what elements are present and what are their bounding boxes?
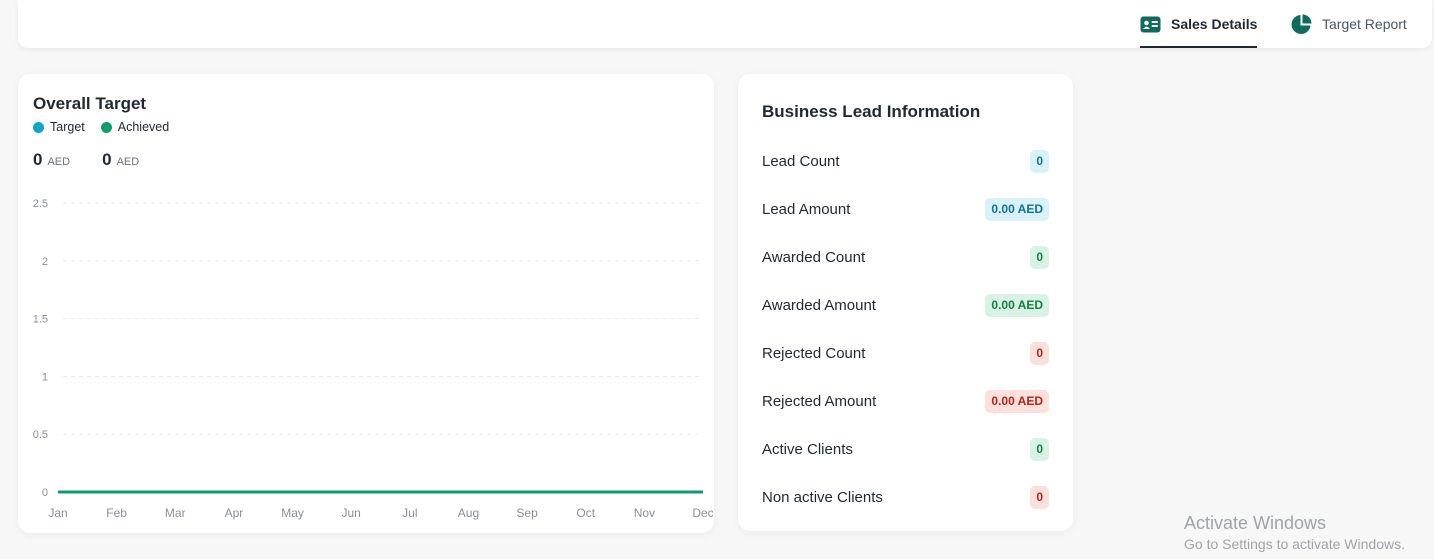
id-card-icon [1140, 14, 1161, 35]
x-tick-label: Sep [516, 506, 538, 520]
x-tick-label: Jan [48, 506, 67, 520]
tab-target-report[interactable]: Target Report [1291, 0, 1407, 48]
lead-row-label: Non active Clients [762, 488, 883, 506]
lead-row-rejected-count: Rejected Count 0 [762, 340, 1049, 366]
non-active-clients-badge: 0 [1030, 485, 1049, 509]
chart-title: Overall Target [33, 94, 147, 113]
lead-row-label: Rejected Amount [762, 392, 877, 410]
lead-row-label: Lead Amount [762, 200, 851, 218]
overall-target-line-chart: 0 0.5 1 1.5 2 2.5 Jan Feb Mar Apr May Jun Jul Aug Sep O… [33, 198, 714, 520]
watermark-line-2: Go to Settings to activate Windows. [1184, 536, 1405, 552]
tab-label: Target Report [1322, 16, 1407, 32]
x-tick-label: Mar [165, 506, 186, 520]
awarded-count-badge: 0 [1030, 245, 1049, 269]
lead-card-title: Business Lead Information [762, 102, 981, 121]
lead-row-lead-amount: Lead Amount 0.00 AED [762, 196, 1049, 222]
lead-count-badge: 0 [1030, 149, 1049, 173]
active-tab-indicator [1140, 46, 1258, 48]
x-tick-label: Feb [106, 506, 127, 520]
achieved-total-currency: AED [116, 156, 140, 168]
x-tick-label: Dec [692, 506, 713, 520]
lead-amount-badge: 0.00 AED [985, 197, 1049, 221]
legend-item-target[interactable]: Target [33, 120, 85, 134]
lead-row-non-active-clients: Non active Clients 0 [762, 484, 1049, 510]
y-tick-label: 1.5 [33, 314, 48, 326]
y-tick-label: 2.5 [33, 198, 48, 210]
y-tick-label: 1 [42, 371, 48, 383]
tab-label: Sales Details [1171, 16, 1258, 32]
lead-row-label: Awarded Amount [762, 296, 876, 314]
x-tick-label: Apr [225, 506, 244, 520]
x-tick-label: Oct [576, 506, 595, 520]
awarded-amount-badge: 0.00 AED [985, 293, 1049, 317]
active-clients-badge: 0 [1030, 437, 1049, 461]
lead-row-label: Active Clients [762, 440, 853, 458]
lead-row-rejected-amount: Rejected Amount 0.00 AED [762, 388, 1049, 414]
rejected-count-badge: 0 [1030, 341, 1049, 365]
legend-label: Achieved [117, 120, 170, 134]
business-lead-card: Business Lead Information Lead Count 0 L… [738, 74, 1073, 531]
x-tick-label: Jul [402, 506, 417, 520]
lead-row-awarded-count: Awarded Count 0 [762, 244, 1049, 270]
chart-totals: 0 AED 0 AED [33, 150, 171, 170]
lead-row-label: Lead Count [762, 152, 840, 170]
lead-row-label: Rejected Count [762, 344, 866, 362]
tab-sales-details[interactable]: Sales Details [1140, 0, 1258, 48]
pie-chart-icon [1291, 14, 1312, 35]
legend-dot-achieved [100, 121, 112, 133]
lead-row-awarded-amount: Awarded Amount 0.00 AED [762, 292, 1049, 318]
y-tick-label: 0.5 [33, 429, 48, 441]
lead-row-lead-count: Lead Count 0 [762, 148, 1049, 174]
legend-dot-target [33, 121, 44, 133]
target-total-value: 0 [33, 150, 43, 169]
y-tick-label: 0 [42, 487, 48, 499]
x-tick-label: Aug [458, 506, 479, 520]
rejected-amount-badge: 0.00 AED [985, 389, 1049, 413]
target-total-currency: AED [47, 156, 71, 168]
lead-row-label: Awarded Count [762, 248, 866, 266]
top-tab-bar: Sales Details Target Report [18, 0, 1432, 48]
chart-legend: Target Achieved [33, 120, 185, 134]
x-tick-label: Jun [342, 506, 361, 520]
legend-item-achieved[interactable]: Achieved [100, 120, 170, 134]
x-tick-label: Nov [634, 506, 655, 520]
achieved-total-value: 0 [102, 150, 112, 169]
overall-target-card: Overall Target Target Achieved 0 AED 0 A… [18, 74, 714, 533]
windows-activation-watermark: Activate Windows Go to Settings to activ… [1184, 513, 1405, 552]
x-tick-label: May [281, 506, 304, 520]
y-tick-label: 2 [42, 256, 48, 268]
legend-label: Target [50, 120, 85, 134]
lead-row-active-clients: Active Clients 0 [762, 436, 1049, 462]
watermark-line-1: Activate Windows [1184, 513, 1327, 533]
